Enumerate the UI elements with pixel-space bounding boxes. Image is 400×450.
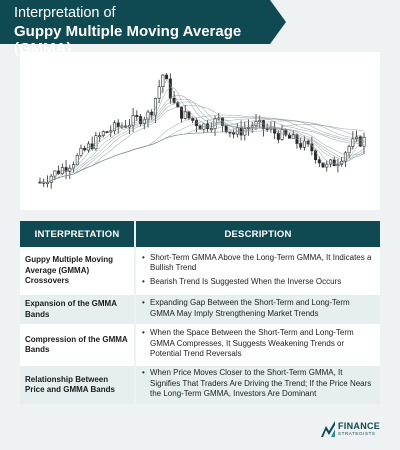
candle-body <box>325 163 329 168</box>
candle-body <box>79 147 83 156</box>
candle-body <box>280 129 284 140</box>
bullet-text: When the Space Between the Short-Term an… <box>150 328 354 359</box>
candle-body <box>98 135 102 138</box>
description-cell: • Short-Term GMMA Above the Long-Term GMM… <box>135 247 380 295</box>
moving-average-line <box>39 87 365 183</box>
bullet-text: When Price Moves Closer to the Short-Ter… <box>150 368 372 399</box>
candle-body <box>38 181 42 184</box>
candle-body <box>258 120 262 123</box>
title-banner: Interpretation of Guppy Multiple Moving … <box>0 0 286 57</box>
description-cell: • When Price Moves Closer to the Short-Te… <box>135 366 380 404</box>
interpretation-cell: Expansion of the GMMA Bands <box>20 295 136 324</box>
moving-average-line <box>39 98 365 183</box>
table-row: Guppy Multiple Moving Average (GMMA) Cro… <box>20 247 380 295</box>
bullet-text: Bearish Trend Is Suggested When the Inve… <box>150 276 342 286</box>
candle-body <box>332 159 336 167</box>
candle-body <box>120 125 124 128</box>
moving-average-line <box>39 104 365 183</box>
column-header-description: DESCRIPTION <box>135 221 380 247</box>
candle-body <box>101 131 105 136</box>
table-row: Relationship Between Price and GMMA Band… <box>20 366 380 404</box>
candle-body <box>299 143 303 148</box>
list-item: • When Price Moves Closer to the Short-Te… <box>142 368 374 400</box>
candle-body <box>191 117 195 121</box>
finance-strategists-logo-icon <box>321 421 335 437</box>
chart-card <box>20 52 380 210</box>
candle-body <box>291 134 295 139</box>
list-item: • Expanding Gap Between the Short-Term an… <box>142 298 374 319</box>
candle-body <box>165 74 169 80</box>
candle-body <box>358 136 362 147</box>
candle-body <box>314 150 318 161</box>
candle-body <box>131 115 135 126</box>
logo-subtitle: STRATEGISTS <box>338 431 376 436</box>
gmma-candlestick-chart <box>38 72 366 189</box>
moving-average-line <box>39 101 365 183</box>
moving-average-line <box>39 79 365 183</box>
moving-average-line <box>39 94 365 183</box>
list-item: • When the Space Between the Short-Term a… <box>142 328 374 360</box>
candle-body <box>180 106 184 119</box>
page-title-line1: Interpretation of <box>14 5 116 21</box>
candle-body <box>146 111 150 121</box>
bullet-text: Expanding Gap Between the Short-Term and… <box>150 298 350 318</box>
candle-body <box>75 155 79 165</box>
candle-body <box>83 147 87 151</box>
description-cell: • When the Space Between the Short-Term a… <box>135 324 380 366</box>
list-item: • Short-Term GMMA Above the Long-Term GMM… <box>142 253 374 274</box>
table-header-row: INTERPRETATION DESCRIPTION <box>20 221 380 247</box>
candle-body <box>135 115 139 117</box>
title-banner-shape <box>0 0 286 44</box>
candle-body <box>209 128 213 130</box>
interpretation-table: INTERPRETATION DESCRIPTION Guppy Multipl… <box>20 221 380 404</box>
candle-body <box>139 116 143 124</box>
candle-body <box>86 143 90 151</box>
table-row: Expansion of the GMMA Bands • Expanding G… <box>20 295 380 324</box>
candle-body <box>53 170 57 177</box>
candle-body <box>317 159 321 164</box>
description-cell: • Expanding Gap Between the Short-Term an… <box>135 295 380 324</box>
bullet-text: Short-Term GMMA Above the Long-Term GMMA… <box>150 252 372 273</box>
moving-average-line <box>39 123 365 183</box>
candle-body <box>351 138 355 147</box>
interpretation-cell: Relationship Between Price and GMMA Band… <box>20 366 136 404</box>
finance-strategists-logo: FINANCE STRATEGISTS <box>320 419 384 441</box>
candle-body <box>336 164 340 167</box>
candle-body <box>64 167 68 172</box>
candle-body <box>157 86 161 99</box>
column-header-interpretation: INTERPRETATION <box>20 221 136 247</box>
candle-body <box>239 127 243 136</box>
table-row: Compression of the GMMA Bands • When the … <box>20 324 380 366</box>
candle-body <box>276 132 280 140</box>
candle-body <box>183 111 187 119</box>
logo-wordmark: FINANCE <box>338 421 381 431</box>
interpretation-cell: Guppy Multiple Moving Average (GMMA) Cro… <box>20 247 136 295</box>
candle-body <box>153 98 157 116</box>
candle-body <box>112 122 116 132</box>
interpretation-cell: Compression of the GMMA Bands <box>20 324 136 366</box>
list-item: • Bearish Trend Is Suggested When the Inv… <box>142 276 342 286</box>
